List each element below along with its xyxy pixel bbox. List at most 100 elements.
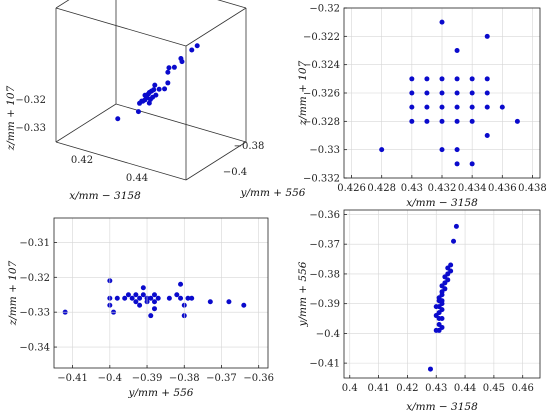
z-tick-label: −0.32 [15, 95, 46, 106]
x-tick-label: 0.438 [518, 183, 547, 194]
y-tick-label: −0.33 [19, 308, 50, 319]
data-point [150, 94, 156, 100]
data-point [454, 48, 460, 53]
data-point [439, 104, 445, 110]
data-point [451, 238, 457, 244]
data-point [165, 69, 171, 75]
tick-labels: −0.41 −0.4 −0.39 −0.38 −0.37 −0.36 −0.34 −0.33 −… [19, 238, 274, 384]
panel-x-vs-z: 0.426 0.428 0.43 0.432 0.434 0.436 0.438 −0.332… [297, 4, 547, 210]
tick-labels: 0.4 0.41 0.42 0.43 0.44 0.45 0.46 −0.41 −0.4 −0.3… [309, 210, 533, 394]
data-point [484, 133, 490, 138]
data-point [499, 104, 505, 110]
x-tick-label: −0.4 [98, 373, 122, 384]
x-axis-label: x/mm − 3158 [406, 401, 478, 413]
data-point [122, 295, 128, 301]
z-axis-label: z/mm + 107 [5, 85, 17, 151]
y-axis-label: z/mm + 107 [7, 260, 19, 326]
data-point [114, 295, 120, 301]
data-point [148, 295, 154, 301]
data-point [135, 109, 141, 115]
data-point [454, 147, 460, 153]
y-axis-label: y/mm + 556 [297, 261, 309, 327]
data-point [137, 302, 143, 308]
box-edge [55, 7, 187, 47]
data-point [226, 299, 232, 305]
data-point [409, 90, 415, 96]
data-point [409, 104, 415, 110]
grid-lines [54, 218, 268, 368]
points [379, 19, 520, 167]
data-point [424, 76, 430, 82]
data-point [166, 295, 172, 301]
data-point [469, 104, 475, 110]
x-tick-label: 0.44 [454, 383, 476, 394]
x-tick-label: 0.432 [428, 183, 457, 194]
data-point [148, 313, 154, 319]
y-axis-label: z/mm + 107 [297, 60, 309, 126]
y-tick-label: −0.332 [303, 174, 340, 185]
data-point [424, 118, 430, 124]
data-point [142, 92, 148, 98]
data-point [484, 104, 490, 110]
data-point [189, 295, 195, 301]
x-axis-label: x/mm − 3158 [406, 197, 478, 209]
x-tick-label: 0.41 [367, 383, 389, 394]
plot-frame [53, 217, 269, 369]
y-axis-label: y/mm + 556 [240, 187, 306, 199]
x-tick-label: 0.43 [401, 183, 423, 194]
data-point [151, 292, 157, 298]
data-point [152, 82, 158, 88]
box-edge [185, 141, 247, 181]
data-point [140, 292, 146, 298]
data-point [442, 274, 448, 280]
tick-labels: 0.426 0.428 0.43 0.432 0.434 0.436 0.438 −0.332… [303, 4, 547, 195]
data-point [151, 299, 157, 305]
data-point [140, 285, 146, 291]
data-point [484, 90, 490, 96]
data-point [125, 292, 131, 298]
panel-3d-scatter: −0.32 −0.33 0.42 0.44 −0.38 −0.4 x/mm − … [5, 0, 306, 319]
data-point [439, 283, 445, 289]
x-tick-label: −0.39 [132, 373, 163, 384]
data-point [439, 316, 445, 322]
data-point [146, 100, 152, 106]
x-tick-label: 0.436 [488, 183, 517, 194]
data-point [427, 366, 433, 372]
data-point [469, 161, 475, 167]
points [427, 223, 459, 372]
data-point [166, 65, 172, 71]
data-point [469, 118, 475, 124]
data-point [454, 104, 460, 110]
box-edge [55, 141, 187, 181]
data-point [171, 64, 177, 70]
x-tick-label: 0.43 [425, 383, 447, 394]
box-edge [115, 103, 247, 143]
x-axis-label: y/mm + 556 [128, 387, 194, 399]
data-point [139, 98, 145, 104]
data-point [174, 292, 180, 298]
x-tick-label: 0.46 [512, 383, 534, 394]
data-point [155, 295, 161, 301]
x-tick-label: 0.428 [367, 183, 396, 194]
data-point [453, 223, 459, 229]
data-point [445, 265, 451, 271]
y-tick-label: −0.32 [309, 4, 340, 15]
x-tick-label: 0.45 [483, 383, 505, 394]
data-point [115, 116, 121, 122]
plot-frame [343, 209, 541, 379]
data-point [439, 90, 445, 96]
y-tick-label: −0.32 [19, 273, 50, 284]
data-point [146, 89, 152, 95]
data-point [151, 306, 157, 312]
y-tick-label: −0.37 [309, 240, 340, 251]
data-point [178, 281, 184, 287]
y-tick-label: −0.36 [309, 210, 340, 221]
data-point [178, 56, 184, 62]
x-tick-label: −0.36 [243, 373, 274, 384]
y-tick-label: −0.38 [309, 269, 340, 280]
data-point [454, 118, 460, 124]
x-tick-label: 0.434 [458, 183, 487, 194]
data-point [439, 19, 445, 25]
y-tick-label: −0.38 [234, 141, 265, 152]
x-tick-label: 0.42 [396, 383, 418, 394]
